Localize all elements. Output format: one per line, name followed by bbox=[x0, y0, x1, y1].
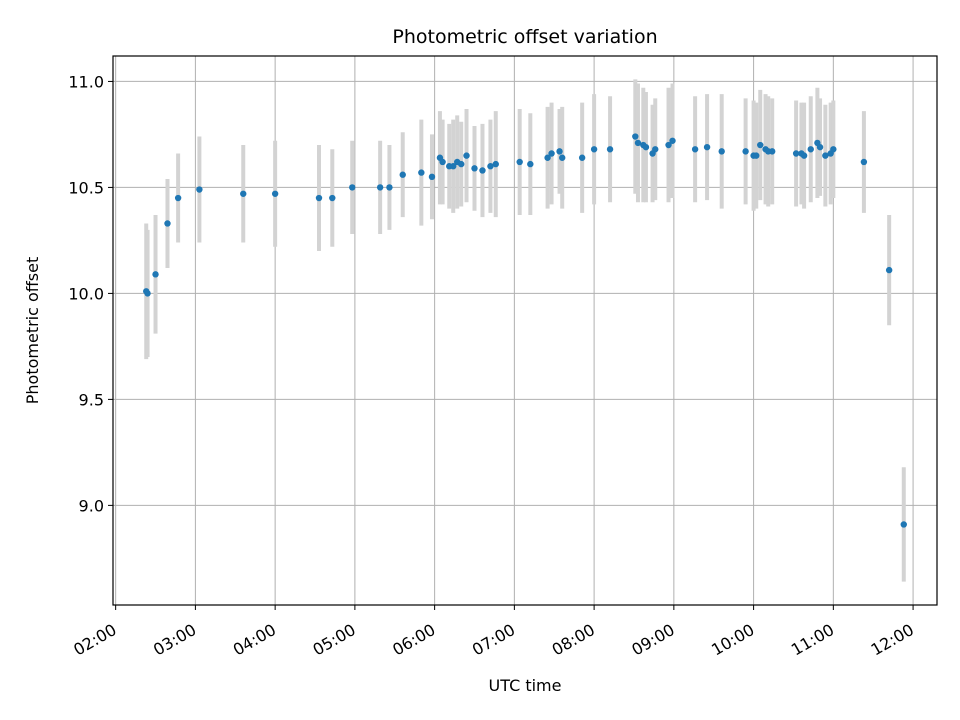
data-point bbox=[144, 290, 151, 297]
data-point bbox=[450, 163, 457, 170]
data-point bbox=[458, 160, 465, 168]
data-point bbox=[439, 158, 446, 166]
y-tick-label: 11.0 bbox=[68, 72, 104, 91]
data-point bbox=[376, 184, 384, 191]
data-point bbox=[399, 171, 406, 178]
data-point bbox=[800, 152, 808, 159]
x-tick-label: 07:00 bbox=[469, 620, 518, 660]
x-tick-label: 09:00 bbox=[628, 620, 677, 660]
data-points bbox=[143, 133, 907, 528]
y-axis-title: Photometric offset bbox=[23, 257, 42, 405]
grid bbox=[113, 56, 937, 605]
data-point bbox=[196, 186, 203, 193]
errorbars bbox=[144, 79, 906, 582]
data-point bbox=[516, 158, 523, 166]
plot-frame bbox=[112, 55, 938, 606]
data-point bbox=[428, 173, 436, 181]
data-point bbox=[652, 146, 659, 153]
data-point bbox=[240, 190, 247, 197]
data-point bbox=[315, 194, 323, 202]
y-tick-label: 10.5 bbox=[68, 178, 104, 197]
data-point bbox=[463, 152, 470, 159]
data-point bbox=[816, 143, 824, 151]
x-tick-label: 06:00 bbox=[389, 620, 438, 660]
data-point bbox=[718, 148, 725, 155]
data-point bbox=[578, 154, 586, 161]
x-tick-label: 04:00 bbox=[230, 620, 279, 660]
data-point bbox=[807, 146, 814, 153]
data-point bbox=[691, 146, 699, 153]
data-point bbox=[669, 137, 676, 144]
y-tick-label: 9.0 bbox=[79, 496, 104, 515]
data-point bbox=[349, 184, 356, 191]
x-tick-label: 02:00 bbox=[70, 620, 119, 660]
y-tick-label: 9.5 bbox=[79, 390, 104, 409]
x-tick-label: 05:00 bbox=[309, 620, 358, 660]
x-tick-label: 03:00 bbox=[150, 620, 199, 660]
data-point bbox=[479, 167, 486, 174]
data-point bbox=[492, 160, 499, 168]
data-point bbox=[174, 194, 182, 202]
data-point bbox=[632, 133, 639, 140]
data-point bbox=[900, 521, 907, 528]
chart-title: Photometric offset variation bbox=[392, 26, 657, 48]
data-point bbox=[559, 154, 566, 161]
data-point bbox=[757, 141, 764, 149]
data-point bbox=[885, 266, 893, 274]
data-point bbox=[830, 146, 837, 153]
data-point bbox=[164, 220, 171, 227]
y-tick-label: 10.0 bbox=[68, 284, 104, 303]
data-point bbox=[471, 165, 478, 172]
data-point bbox=[753, 152, 760, 159]
x-tick-label: 12:00 bbox=[868, 620, 917, 660]
x-tick-label: 11:00 bbox=[788, 620, 837, 660]
data-point bbox=[329, 194, 336, 202]
data-point bbox=[606, 146, 614, 153]
data-point bbox=[548, 150, 555, 157]
data-point bbox=[703, 143, 711, 151]
x-tick-label: 08:00 bbox=[549, 620, 598, 660]
data-point bbox=[152, 271, 159, 278]
data-point bbox=[822, 152, 829, 159]
x-tick-label: 10:00 bbox=[708, 620, 757, 660]
data-point bbox=[769, 148, 776, 155]
data-point bbox=[556, 148, 563, 155]
data-point bbox=[792, 150, 800, 157]
data-point bbox=[642, 143, 650, 151]
data-point bbox=[544, 154, 551, 161]
data-point bbox=[742, 148, 749, 155]
data-point bbox=[271, 190, 279, 197]
data-point bbox=[860, 158, 868, 166]
data-point bbox=[386, 184, 393, 191]
x-axis-title: UTC time bbox=[489, 676, 562, 695]
data-point bbox=[590, 146, 598, 153]
data-point bbox=[418, 169, 425, 176]
data-point bbox=[665, 141, 672, 149]
data-point bbox=[634, 139, 642, 147]
data-point bbox=[527, 160, 534, 168]
data-point bbox=[487, 163, 494, 170]
